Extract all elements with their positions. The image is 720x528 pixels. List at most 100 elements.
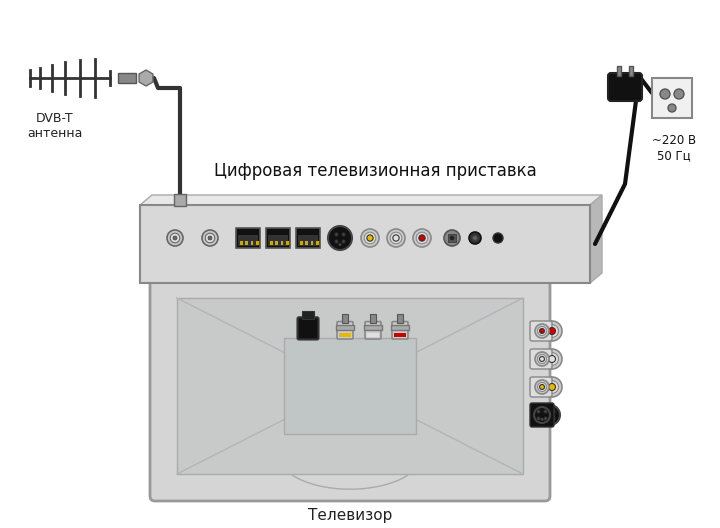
Circle shape	[419, 235, 425, 241]
Bar	[652, 78, 692, 118]
Circle shape	[546, 381, 559, 393]
Circle shape	[416, 232, 428, 244]
Bar	[268, 235, 288, 246]
Circle shape	[536, 417, 540, 420]
Circle shape	[674, 89, 684, 99]
Circle shape	[539, 328, 544, 334]
Bar	[236, 228, 260, 248]
FancyBboxPatch shape	[365, 322, 381, 339]
Circle shape	[660, 89, 670, 99]
Text: Цифровая телевизионная приставка: Цифровая телевизионная приставка	[214, 162, 536, 180]
Text: ~220 В
50 Гц: ~220 В 50 Гц	[652, 134, 696, 162]
Circle shape	[342, 233, 346, 236]
Circle shape	[335, 240, 338, 243]
Circle shape	[208, 236, 212, 240]
Bar	[391, 325, 409, 329]
Circle shape	[549, 419, 552, 422]
Bar	[367, 333, 379, 337]
FancyBboxPatch shape	[337, 322, 353, 339]
Bar	[275, 241, 278, 245]
Bar	[174, 194, 186, 206]
Circle shape	[549, 327, 556, 335]
Circle shape	[535, 380, 549, 394]
Bar	[302, 311, 314, 319]
Text: DVB-TRFOUT: DVB-TRFOUT	[186, 275, 234, 284]
Bar	[336, 325, 354, 329]
Circle shape	[552, 410, 555, 413]
Circle shape	[542, 377, 562, 397]
Circle shape	[535, 352, 549, 366]
Circle shape	[552, 417, 555, 420]
Bar	[364, 325, 382, 329]
Bar	[305, 241, 308, 245]
Circle shape	[546, 353, 559, 365]
FancyBboxPatch shape	[150, 271, 550, 501]
Circle shape	[413, 229, 431, 247]
Circle shape	[549, 355, 556, 363]
Circle shape	[173, 236, 177, 240]
Bar	[397, 314, 403, 323]
Circle shape	[335, 233, 338, 236]
Bar	[281, 241, 283, 245]
Bar	[246, 241, 248, 245]
Circle shape	[537, 326, 546, 336]
Circle shape	[535, 324, 549, 338]
Circle shape	[393, 235, 399, 241]
FancyBboxPatch shape	[608, 73, 642, 101]
Circle shape	[170, 233, 180, 243]
Circle shape	[342, 240, 346, 243]
Bar	[256, 241, 258, 245]
Bar	[266, 228, 290, 248]
Text: DVB-T
антенна: DVB-T антенна	[27, 112, 83, 140]
FancyBboxPatch shape	[530, 403, 554, 427]
Bar	[118, 73, 136, 83]
Circle shape	[542, 349, 562, 369]
Bar	[339, 333, 351, 337]
Circle shape	[539, 356, 544, 362]
Bar	[140, 205, 590, 283]
Text: S-VIDEO: S-VIDEO	[325, 275, 356, 284]
Text: R: R	[419, 215, 425, 224]
Bar	[177, 298, 523, 474]
Circle shape	[542, 321, 562, 341]
Bar	[286, 241, 289, 245]
Text: SPDIF: SPDIF	[441, 275, 463, 284]
Circle shape	[541, 418, 544, 421]
Circle shape	[472, 235, 477, 240]
Text: DVB-TRFIN: DVB-TRFIN	[155, 275, 195, 284]
Bar	[251, 241, 253, 245]
Bar	[617, 66, 621, 76]
Circle shape	[534, 407, 550, 423]
Circle shape	[444, 230, 460, 246]
Circle shape	[450, 236, 454, 240]
Text: AUDIO OUT: AUDIO OUT	[374, 275, 418, 284]
Bar	[238, 235, 258, 246]
Bar	[370, 314, 376, 323]
Circle shape	[537, 354, 546, 364]
Text: LAN2: LAN2	[298, 275, 318, 284]
Circle shape	[544, 410, 547, 413]
Circle shape	[544, 410, 548, 413]
Circle shape	[390, 232, 402, 244]
Text: DC IN: DC IN	[464, 275, 486, 284]
Circle shape	[361, 229, 379, 247]
FancyBboxPatch shape	[392, 322, 408, 339]
Bar	[310, 241, 313, 245]
Polygon shape	[139, 70, 153, 86]
Circle shape	[469, 232, 481, 244]
Bar	[284, 337, 415, 435]
Circle shape	[328, 226, 352, 250]
FancyBboxPatch shape	[530, 377, 552, 397]
Bar	[296, 228, 320, 248]
Polygon shape	[590, 195, 602, 283]
Text: VoIP: VoIP	[240, 275, 256, 284]
Circle shape	[537, 382, 546, 392]
Circle shape	[544, 417, 548, 420]
Bar	[298, 235, 318, 246]
Bar	[394, 333, 406, 337]
Circle shape	[364, 232, 376, 244]
Circle shape	[387, 229, 405, 247]
Text: L: L	[394, 215, 398, 224]
Circle shape	[544, 417, 547, 420]
Circle shape	[540, 405, 560, 425]
